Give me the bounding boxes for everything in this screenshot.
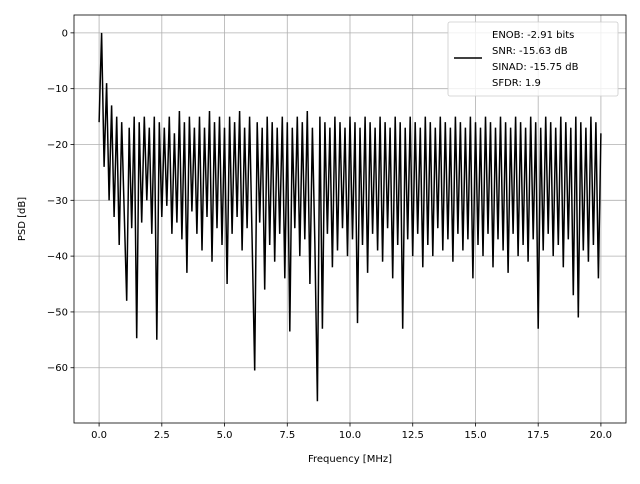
- legend: ENOB: -2.91 bits SNR: -15.63 dB SINAD: -…: [447, 21, 619, 97]
- x-tick-label: 15.0: [464, 430, 486, 441]
- y-tick-label: −60: [47, 363, 68, 374]
- x-tick-label: 17.5: [527, 430, 549, 441]
- legend-box: [447, 21, 619, 97]
- y-tick-label: −40: [47, 252, 68, 263]
- y-tick-label: −20: [47, 140, 68, 151]
- x-tick-label: 7.5: [279, 430, 295, 441]
- y-axis: 0 −10 −20 −30 −40 −50 −60: [47, 28, 74, 374]
- plot-area: [98, 32, 602, 402]
- x-axis-label: Frequency [MHz]: [308, 454, 392, 465]
- y-tick-label: −50: [47, 307, 68, 318]
- y-axis-label: PSD [dB]: [17, 197, 28, 241]
- y-tick-label: −30: [47, 196, 68, 207]
- legend-sinad: SINAD: -15.75 dB: [492, 62, 579, 73]
- legend-enob: ENOB: -2.91 bits: [492, 30, 574, 41]
- x-tick-label: 12.5: [402, 430, 424, 441]
- x-tick-label: 10.0: [339, 430, 361, 441]
- legend-snr: SNR: -15.63 dB: [492, 46, 568, 57]
- x-tick-label: 0.0: [91, 430, 107, 441]
- y-tick-label: −10: [47, 84, 68, 95]
- psd-series-line: [98, 32, 602, 402]
- legend-sfdr: SFDR: 1.9: [492, 78, 541, 89]
- x-axis: 0.0 2.5 5.0 7.5 10.0 12.5 15.0 17.5 20.0: [91, 423, 612, 441]
- x-tick-label: 5.0: [217, 430, 233, 441]
- x-tick-label: 2.5: [154, 430, 170, 441]
- x-tick-label: 20.0: [590, 430, 612, 441]
- y-tick-label: 0: [62, 28, 68, 39]
